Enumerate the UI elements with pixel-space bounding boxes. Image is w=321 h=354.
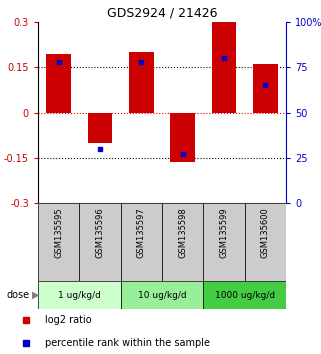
Text: GSM135596: GSM135596 <box>96 207 105 258</box>
Bar <box>121 203 162 281</box>
Text: 1 ug/kg/d: 1 ug/kg/d <box>58 291 101 299</box>
Bar <box>203 203 245 281</box>
Bar <box>245 203 286 281</box>
Title: GDS2924 / 21426: GDS2924 / 21426 <box>107 6 217 19</box>
Bar <box>170 113 195 162</box>
Text: GSM135597: GSM135597 <box>137 207 146 258</box>
Bar <box>203 281 286 309</box>
Text: GSM135595: GSM135595 <box>54 207 63 257</box>
Bar <box>88 113 112 143</box>
Bar <box>79 203 121 281</box>
Text: log2 ratio: log2 ratio <box>45 315 91 325</box>
Bar <box>38 203 79 281</box>
Bar <box>121 281 203 309</box>
Bar <box>38 281 121 309</box>
Text: percentile rank within the sample: percentile rank within the sample <box>45 338 210 348</box>
Bar <box>162 203 203 281</box>
Text: GSM135598: GSM135598 <box>178 207 187 258</box>
Text: dose: dose <box>6 290 30 300</box>
Text: 10 ug/kg/d: 10 ug/kg/d <box>138 291 186 299</box>
Bar <box>46 54 71 113</box>
Text: ▶: ▶ <box>32 290 39 300</box>
Text: 1000 ug/kg/d: 1000 ug/kg/d <box>215 291 275 299</box>
Bar <box>212 21 236 113</box>
Bar <box>253 64 278 113</box>
Text: GSM135599: GSM135599 <box>220 207 229 257</box>
Bar <box>129 52 154 113</box>
Text: GSM135600: GSM135600 <box>261 207 270 258</box>
